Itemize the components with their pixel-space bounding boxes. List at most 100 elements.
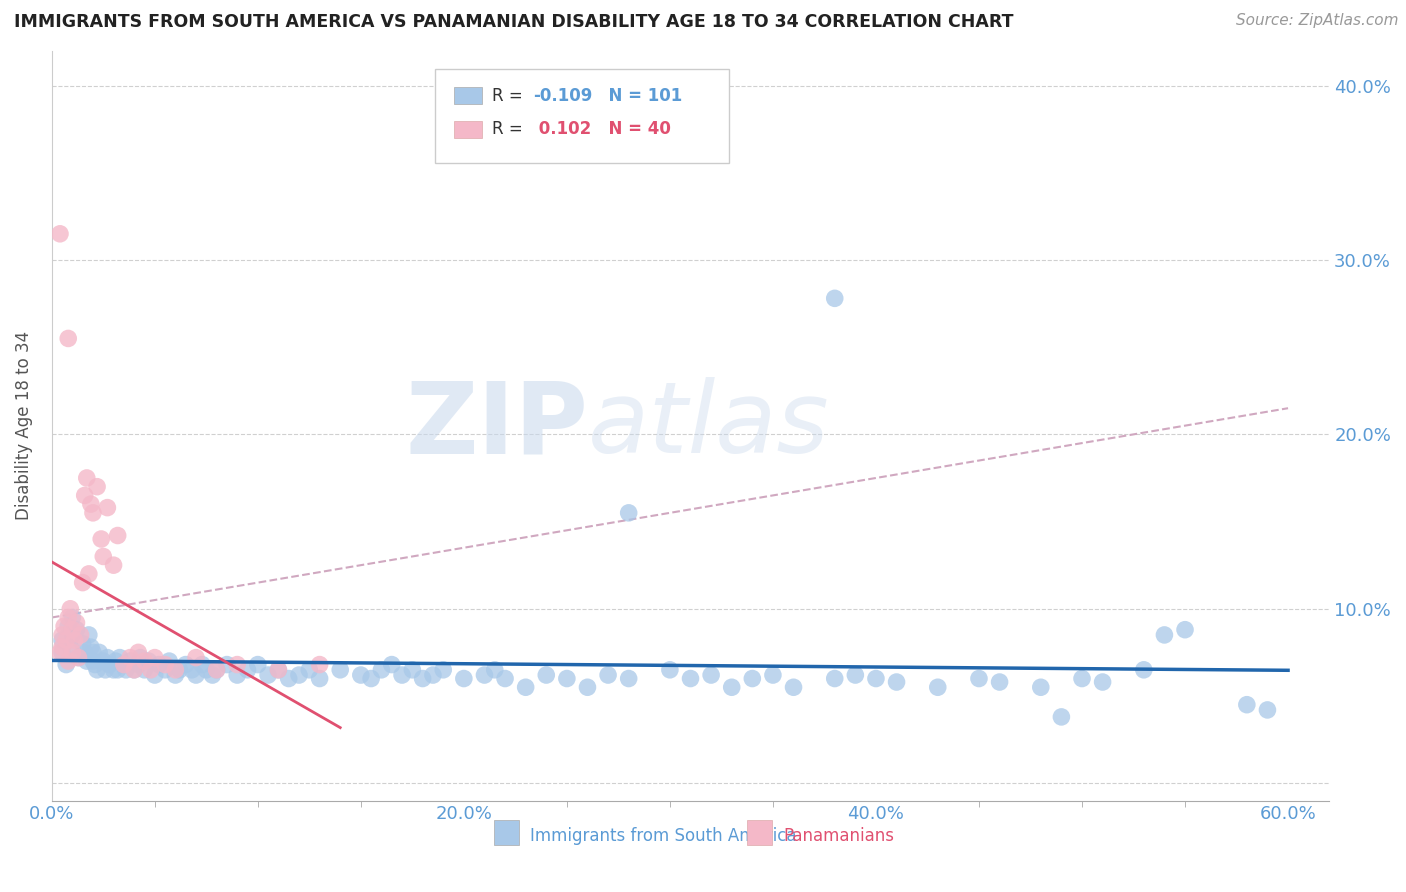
Point <box>536 668 558 682</box>
Point <box>782 680 804 694</box>
Point <box>741 672 763 686</box>
Point <box>762 668 785 682</box>
Point <box>143 668 166 682</box>
Point <box>824 291 846 305</box>
Point <box>139 663 162 677</box>
Point <box>236 663 259 677</box>
Point <box>844 668 866 682</box>
Point <box>1236 698 1258 712</box>
Point <box>700 668 723 682</box>
Point <box>180 663 202 677</box>
Point <box>1091 675 1114 690</box>
Point <box>82 645 104 659</box>
Point <box>576 680 599 694</box>
Point <box>51 628 73 642</box>
Y-axis label: Disability Age 18 to 34: Disability Age 18 to 34 <box>15 331 32 520</box>
Point <box>127 645 149 659</box>
Point <box>69 628 91 642</box>
Point <box>267 663 290 677</box>
Point <box>165 668 187 682</box>
Point <box>103 558 125 573</box>
Text: Panamanians: Panamanians <box>783 827 894 845</box>
Point <box>927 680 949 694</box>
Point <box>55 633 77 648</box>
Point <box>596 668 619 682</box>
Point <box>1133 663 1156 677</box>
Point <box>246 657 269 672</box>
Point <box>720 680 742 694</box>
Point <box>381 657 404 672</box>
Text: -0.109: -0.109 <box>533 87 593 104</box>
Point <box>617 506 640 520</box>
Point <box>89 645 111 659</box>
Point <box>153 657 176 672</box>
Point <box>432 663 454 677</box>
Point <box>157 654 180 668</box>
Point <box>77 628 100 642</box>
Point <box>107 528 129 542</box>
Point <box>59 640 82 654</box>
Point <box>58 654 80 668</box>
Point <box>49 227 72 241</box>
Point <box>422 668 444 682</box>
Text: atlas: atlas <box>588 377 830 475</box>
Point <box>226 668 249 682</box>
Point <box>80 497 103 511</box>
Point <box>308 672 330 686</box>
Point <box>80 640 103 654</box>
Point <box>474 668 496 682</box>
Point <box>104 654 127 668</box>
FancyBboxPatch shape <box>434 70 728 163</box>
Point <box>91 549 114 564</box>
Point <box>169 663 191 677</box>
Text: N = 40: N = 40 <box>598 120 671 138</box>
Point <box>391 668 413 682</box>
Point <box>370 663 392 677</box>
Point <box>134 654 156 668</box>
Point <box>153 663 176 677</box>
Point <box>267 663 290 677</box>
Point <box>174 657 197 672</box>
Point <box>484 663 506 677</box>
Point <box>73 645 96 659</box>
Text: N = 101: N = 101 <box>598 87 682 104</box>
Point <box>555 672 578 686</box>
Point <box>1050 710 1073 724</box>
Point <box>49 645 72 659</box>
Point <box>58 331 80 345</box>
Point <box>329 663 352 677</box>
Point <box>60 610 83 624</box>
Point <box>195 663 218 677</box>
Point <box>103 663 125 677</box>
FancyBboxPatch shape <box>454 87 482 104</box>
Point <box>115 663 138 677</box>
Point <box>865 672 887 686</box>
Point <box>191 657 214 672</box>
Point <box>51 640 73 654</box>
Point <box>129 650 152 665</box>
Point <box>401 663 423 677</box>
Point <box>134 663 156 677</box>
Text: Immigrants from South America: Immigrants from South America <box>530 827 797 845</box>
Point <box>86 663 108 677</box>
Point <box>288 668 311 682</box>
Point <box>60 628 83 642</box>
Point <box>679 672 702 686</box>
Point <box>886 675 908 690</box>
Text: R =: R = <box>492 87 529 104</box>
Point <box>86 480 108 494</box>
Point <box>148 657 170 672</box>
Point <box>277 672 299 686</box>
Point <box>63 633 86 648</box>
Point <box>72 575 94 590</box>
Point <box>122 663 145 677</box>
Point <box>73 488 96 502</box>
Point <box>67 650 90 665</box>
Point <box>58 610 80 624</box>
Point <box>1029 680 1052 694</box>
Text: ZIP: ZIP <box>405 377 588 475</box>
Point <box>59 601 82 615</box>
Point <box>988 675 1011 690</box>
Point <box>96 500 118 515</box>
Point <box>112 657 135 672</box>
